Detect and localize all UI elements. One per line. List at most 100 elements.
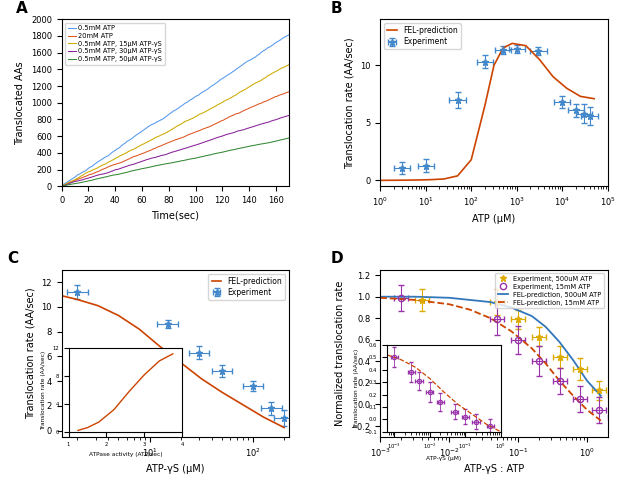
20mM ATP xyxy=(196,128,203,133)
FEL-prediction, 500uM ATP xyxy=(508,305,515,311)
FEL-prediction xyxy=(481,103,489,108)
0.5mM ATP, 15μM ATP-γS xyxy=(99,162,106,168)
0.5mM ATP xyxy=(244,58,252,64)
20mM ATP xyxy=(91,170,98,176)
20mM ATP xyxy=(58,183,65,189)
0.5mM ATP, 15μM ATP-γS xyxy=(240,87,247,93)
0.5mM ATP, 50μM ATP-γS xyxy=(91,177,98,182)
FEL-prediction, 15mM ATP xyxy=(508,328,515,334)
0.5mM ATP, 50μM ATP-γS xyxy=(196,155,203,160)
0.5mM ATP, 50μM ATP-γS xyxy=(286,135,293,141)
Line: 0.5mM ATP: 0.5mM ATP xyxy=(62,35,289,186)
Legend: 0.5mM ATP, 20mM ATP, 0.5mM ATP, 15μM ATP-γS, 0.5mM ATP, 30μM ATP-γS, 0.5mM ATP, : 0.5mM ATP, 20mM ATP, 0.5mM ATP, 15μM ATP… xyxy=(65,23,165,64)
FEL-prediction xyxy=(418,177,425,183)
0.5mM ATP, 30μM ATP-γS xyxy=(240,127,247,132)
Text: B: B xyxy=(330,0,342,15)
FEL-prediction, 500uM ATP xyxy=(528,313,536,319)
0.5mM ATP, 30μM ATP-γS xyxy=(196,141,203,147)
0.5mM ATP, 30μM ATP-γS xyxy=(244,125,252,131)
0.5mM ATP, 15μM ATP-γS xyxy=(58,183,65,189)
0.5mM ATP xyxy=(58,183,65,189)
0.5mM ATP xyxy=(99,156,106,162)
FEL-prediction, 500uM ATP xyxy=(466,297,474,303)
0.5mM ATP, 50μM ATP-γS xyxy=(256,141,263,147)
Y-axis label: Translocation rate (AA/sec): Translocation rate (AA/sec) xyxy=(344,37,354,168)
0.5mM ATP, 15μM ATP-γS xyxy=(244,84,252,90)
FEL-prediction xyxy=(136,326,143,332)
FEL-prediction xyxy=(426,177,434,182)
FEL-prediction xyxy=(177,360,184,365)
FEL-prediction xyxy=(197,376,205,382)
0.5mM ATP, 15μM ATP-γS xyxy=(256,78,263,84)
FEL-prediction, 15mM ATP xyxy=(466,307,474,312)
FEL-prediction, 500uM ATP xyxy=(542,324,549,330)
Y-axis label: Translocated AAs: Translocated AAs xyxy=(15,61,25,144)
FEL-prediction, 500uM ATP xyxy=(569,358,577,363)
0.5mM ATP, 15μM ATP-γS xyxy=(91,166,98,172)
FEL-prediction, 15mM ATP xyxy=(376,295,384,300)
Legend: FEL-prediction, Experiment: FEL-prediction, Experiment xyxy=(209,274,286,300)
FEL-prediction xyxy=(390,178,397,183)
Line: FEL-prediction, 500uM ATP: FEL-prediction, 500uM ATP xyxy=(380,297,601,396)
FEL-prediction xyxy=(468,157,475,163)
Legend: Experiment, 500uM ATP, Experiment, 15mM ATP, FEL-prediction, 500uM ATP, FEL-pred: Experiment, 500uM ATP, Experiment, 15mM … xyxy=(495,273,605,309)
FEL-prediction xyxy=(218,389,226,395)
20mM ATP xyxy=(240,108,247,114)
FEL-prediction xyxy=(280,425,288,431)
FEL-prediction xyxy=(522,43,529,48)
0.5mM ATP xyxy=(240,61,247,67)
FEL-prediction, 500uM ATP xyxy=(597,393,605,399)
0.5mM ATP, 30μM ATP-γS xyxy=(286,113,293,119)
0.5mM ATP, 50μM ATP-γS xyxy=(244,144,252,149)
0.5mM ATP xyxy=(256,51,263,57)
FEL-prediction, 15mM ATP xyxy=(542,360,549,366)
X-axis label: ATP (μM): ATP (μM) xyxy=(473,214,516,224)
Line: 0.5mM ATP, 50μM ATP-γS: 0.5mM ATP, 50μM ATP-γS xyxy=(62,138,289,186)
FEL-prediction xyxy=(549,74,557,80)
Line: 0.5mM ATP, 15μM ATP-γS: 0.5mM ATP, 15μM ATP-γS xyxy=(62,64,289,186)
X-axis label: ATP-γS (μM): ATP-γS (μM) xyxy=(146,465,205,474)
FEL-prediction, 500uM ATP xyxy=(376,294,384,300)
FEL-prediction xyxy=(260,414,267,420)
FEL-prediction, 15mM ATP xyxy=(528,346,536,351)
FEL-prediction, 500uM ATP xyxy=(445,295,453,300)
0.5mM ATP, 50μM ATP-γS xyxy=(58,183,65,189)
FEL-prediction xyxy=(454,173,462,179)
Text: A: A xyxy=(16,0,28,15)
0.5mM ATP, 15μM ATP-γS xyxy=(286,61,293,67)
FEL-prediction xyxy=(491,62,498,68)
0.5mM ATP, 30μM ATP-γS xyxy=(256,121,263,127)
FEL-prediction, 15mM ATP xyxy=(597,418,605,423)
FEL-prediction xyxy=(376,178,384,183)
FEL-prediction xyxy=(536,57,543,62)
FEL-prediction, 15mM ATP xyxy=(569,393,577,399)
Line: 20mM ATP: 20mM ATP xyxy=(62,92,289,186)
FEL-prediction xyxy=(239,402,246,408)
0.5mM ATP, 50μM ATP-γS xyxy=(99,175,106,180)
FEL-prediction, 500uM ATP xyxy=(411,294,418,300)
0.5mM ATP xyxy=(91,161,98,167)
FEL-prediction, 15mM ATP xyxy=(445,301,453,307)
FEL-prediction xyxy=(441,176,448,182)
FEL-prediction, 500uM ATP xyxy=(487,299,494,305)
FEL-prediction xyxy=(94,303,102,309)
FEL-prediction xyxy=(499,45,507,51)
Line: FEL-prediction: FEL-prediction xyxy=(62,296,284,428)
0.5mM ATP xyxy=(196,92,203,97)
FEL-prediction, 500uM ATP xyxy=(556,339,563,345)
0.5mM ATP, 50μM ATP-γS xyxy=(240,144,247,150)
0.5mM ATP, 30μM ATP-γS xyxy=(58,183,65,189)
FEL-prediction xyxy=(115,312,122,318)
20mM ATP xyxy=(244,106,252,111)
0.5mM ATP, 30μM ATP-γS xyxy=(99,171,106,177)
FEL-prediction, 15mM ATP xyxy=(411,297,418,303)
FEL-prediction xyxy=(156,344,164,349)
Legend: FEL-prediction, Experiment: FEL-prediction, Experiment xyxy=(384,23,461,49)
0.5mM ATP, 30μM ATP-γS xyxy=(91,173,98,179)
FEL-prediction xyxy=(404,177,412,183)
FEL-prediction, 500uM ATP xyxy=(583,378,590,384)
20mM ATP xyxy=(256,101,263,107)
20mM ATP xyxy=(99,167,106,172)
FEL-prediction xyxy=(577,94,584,99)
Text: C: C xyxy=(7,251,19,266)
